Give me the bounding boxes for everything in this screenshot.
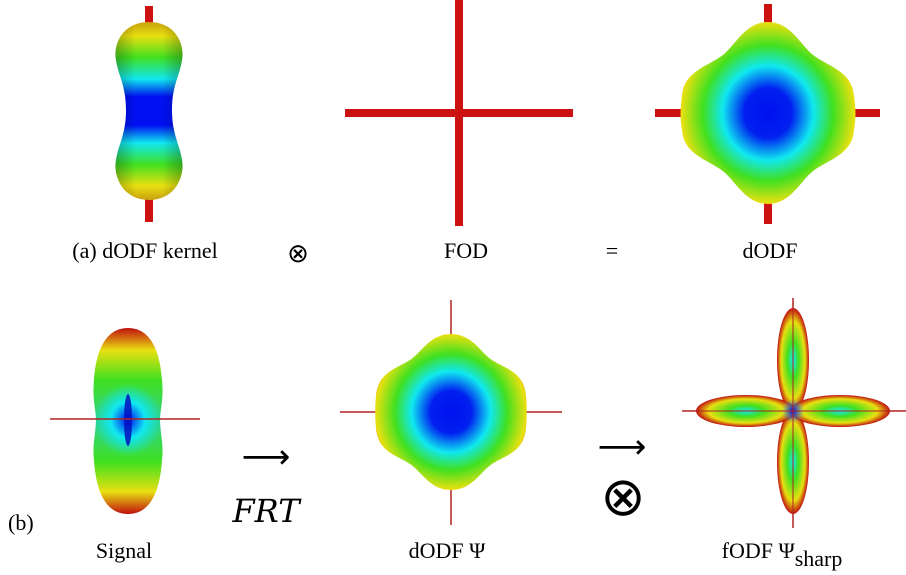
convolve-symbol: ⊗ [287,239,309,269]
label-fodf-sub: sharp [795,546,843,571]
arrow-frt: ⟶ [242,437,291,477]
dodf-surface [655,4,880,224]
kernel-surface [115,6,183,222]
label-b: (b) [8,510,34,535]
equals-symbol: = [606,238,618,263]
fod-cross [345,0,573,226]
label-fodf-sharp: fODF Ψsharp [722,538,843,571]
fodf-sharp-surface [682,298,906,528]
convolve-symbol-large: ⊗ [600,465,645,528]
label-frt: FRT [231,492,302,530]
dodf-psi-surface [340,300,562,525]
label-dodf-psi: dODF Ψ [409,538,487,563]
label-dodf: dODF [742,238,797,263]
signal-surface [50,328,200,514]
label-signal: Signal [96,538,152,563]
label-fod: FOD [444,238,488,263]
label-fodf-main: fODF Ψ [722,538,796,563]
label-dodf-kernel: (a) dODF kernel [72,238,217,263]
arrow-sharpen: ⟶ [598,427,647,467]
